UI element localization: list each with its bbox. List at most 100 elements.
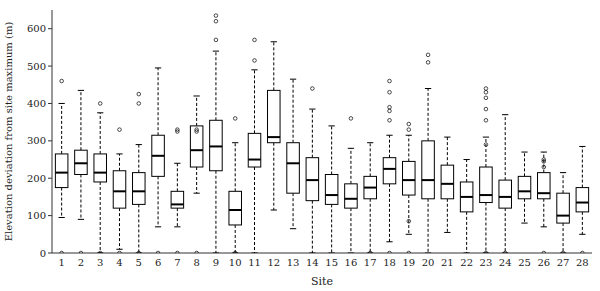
cap-high	[406, 135, 412, 136]
whisker-high	[312, 109, 313, 158]
whisker-low	[235, 225, 236, 253]
whisker-high	[447, 137, 448, 165]
whisker-low	[350, 208, 351, 253]
whisker-high	[428, 89, 429, 141]
x-tick-label: 18	[383, 257, 396, 268]
median	[55, 172, 68, 174]
median	[538, 192, 551, 194]
flier	[484, 107, 488, 111]
median	[460, 196, 473, 198]
flier	[426, 61, 430, 65]
x-tick-label: 4	[116, 257, 122, 268]
box-group	[518, 152, 531, 223]
cap-low	[560, 253, 566, 254]
cap-high	[232, 142, 238, 143]
x-tick-label: 12	[267, 257, 280, 268]
box	[75, 150, 88, 174]
whisker-low	[119, 208, 120, 249]
cap-low	[136, 253, 142, 254]
box	[248, 133, 261, 167]
whisker-low	[138, 204, 139, 253]
x-tick-label: 20	[422, 257, 435, 268]
flier	[253, 38, 257, 42]
flier	[388, 251, 392, 253]
median	[499, 196, 512, 198]
flier	[79, 251, 83, 253]
whisker-high	[273, 42, 274, 91]
box	[171, 191, 184, 208]
flier	[233, 251, 237, 253]
flier	[388, 105, 392, 109]
whisker-high	[138, 145, 139, 173]
y-tick-label: 200	[27, 173, 46, 184]
cap-low	[78, 219, 84, 220]
flier	[484, 87, 488, 91]
cap-low	[444, 232, 450, 233]
whisker-low	[331, 204, 332, 253]
box	[557, 193, 570, 223]
cap-low	[425, 253, 431, 254]
cap-low	[232, 253, 238, 254]
cap-high	[367, 142, 373, 143]
cap-low	[541, 226, 547, 227]
x-tick-label: 8	[193, 257, 199, 268]
y-tick	[48, 215, 52, 216]
cap-low	[579, 234, 585, 235]
x-tick-label: 21	[441, 257, 454, 268]
whisker-high	[100, 113, 101, 154]
median	[441, 183, 454, 185]
median	[345, 198, 358, 200]
flier	[484, 143, 488, 147]
box	[287, 143, 300, 193]
median	[94, 172, 107, 174]
box	[518, 176, 531, 198]
whisker-low	[254, 167, 255, 253]
box-group	[55, 79, 68, 253]
whisker-high	[61, 103, 62, 153]
x-tick-label: 23	[480, 257, 493, 268]
flier	[214, 19, 218, 23]
flier	[195, 251, 199, 253]
cap-high	[251, 69, 257, 70]
flier	[368, 251, 372, 253]
median	[171, 203, 184, 205]
box-group	[75, 90, 88, 253]
median	[190, 149, 203, 151]
cap-low	[502, 253, 508, 254]
whisker-high	[331, 126, 332, 175]
x-tick-label: 16	[345, 257, 358, 268]
flier	[388, 118, 392, 122]
box	[538, 173, 551, 199]
flier	[561, 251, 565, 253]
flier	[60, 251, 64, 253]
x-tick-label: 26	[537, 257, 550, 268]
cap-high	[290, 79, 296, 80]
flier	[98, 251, 102, 253]
cap-high	[386, 135, 392, 136]
box	[113, 171, 126, 208]
x-tick-label: 5	[136, 257, 142, 268]
flier	[253, 59, 257, 63]
cap-high	[194, 95, 200, 96]
median	[248, 159, 261, 161]
box-group	[364, 143, 377, 253]
box	[268, 90, 281, 142]
box-group	[557, 173, 570, 253]
flier	[388, 109, 392, 113]
flier	[137, 92, 141, 96]
whisker-high	[485, 137, 486, 167]
whisker-high	[370, 143, 371, 177]
box	[210, 120, 223, 170]
whisker-low	[312, 201, 313, 253]
box-group	[94, 102, 107, 253]
box-group	[325, 126, 338, 253]
whisker-low	[408, 195, 409, 234]
y-tick	[48, 103, 52, 104]
median	[287, 162, 300, 164]
whisker-low	[582, 212, 583, 234]
flier	[484, 118, 488, 122]
box-group	[403, 122, 416, 253]
y-tick-label: 400	[27, 98, 46, 109]
box	[441, 165, 454, 199]
flier	[426, 53, 430, 57]
